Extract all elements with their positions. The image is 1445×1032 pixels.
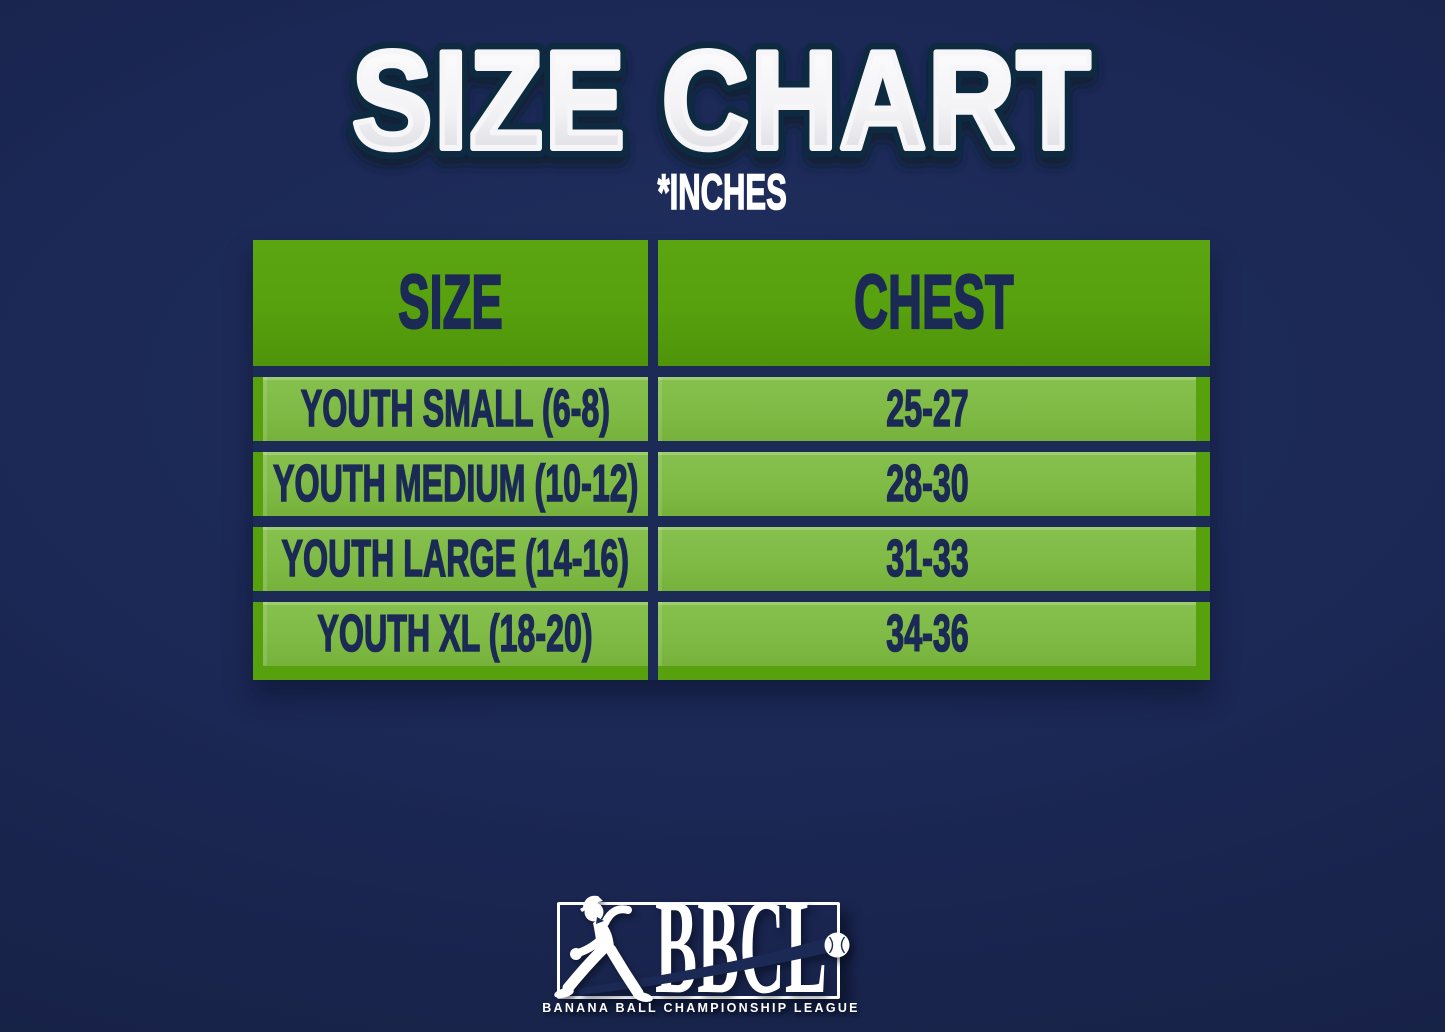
table-row: YOUTH SMALL (6-8) 25-27 <box>253 377 1210 441</box>
column-divider <box>648 666 658 680</box>
size-value: YOUTH LARGE (14-16) <box>281 530 630 588</box>
size-cell: YOUTH MEDIUM (10-12) <box>263 452 648 516</box>
units-note: *INCHES <box>0 164 1445 220</box>
header-chest-label: CHEST <box>853 260 1014 345</box>
size-cell: YOUTH XL (18-20) <box>263 602 648 666</box>
page-title: SIZE CHART SIZE CHART <box>343 14 1100 188</box>
table-frame-edge <box>253 666 648 680</box>
units-note-text: *INCHES <box>657 164 788 220</box>
size-value: YOUTH MEDIUM (10-12) <box>272 455 639 513</box>
header-size-label: SIZE <box>397 260 503 345</box>
size-cell: YOUTH SMALL (6-8) <box>263 377 648 441</box>
header-size-cell: SIZE <box>253 240 648 366</box>
size-table: SIZE CHEST YOUTH SMALL (6-8) 25-27 YOUTH… <box>253 240 1210 680</box>
row-divider <box>253 591 1210 602</box>
table-frame-edge <box>1196 602 1210 666</box>
page-title-fill: SIZE CHART <box>352 23 1092 178</box>
baseball-icon <box>824 932 850 958</box>
table-frame-edge <box>1196 377 1210 441</box>
column-divider <box>648 240 658 366</box>
chest-value: 31-33 <box>885 530 969 588</box>
pitcher-beard <box>596 917 604 924</box>
row-divider <box>253 366 1210 377</box>
table-row: YOUTH LARGE (14-16) 31-33 <box>253 527 1210 591</box>
column-divider <box>648 602 658 666</box>
table-header-row: SIZE CHEST <box>253 240 1210 366</box>
chest-value: 34-36 <box>885 605 969 663</box>
table-frame-edge <box>1196 452 1210 516</box>
column-divider <box>648 527 658 591</box>
league-name: BANANA BALL CHAMPIONSHIP LEAGUE <box>542 1002 860 1015</box>
table-frame-edge <box>658 666 1210 680</box>
table-frame-edge <box>253 602 263 666</box>
row-divider <box>253 441 1210 452</box>
size-value: YOUTH SMALL (6-8) <box>300 380 611 438</box>
chest-value: 28-30 <box>885 455 969 513</box>
column-divider <box>648 452 658 516</box>
chest-cell: 25-27 <box>658 377 1196 441</box>
column-divider <box>648 377 658 441</box>
header-chest-cell: CHEST <box>658 240 1210 366</box>
table-frame-edge <box>253 527 263 591</box>
table-frame-bottom <box>253 666 1210 680</box>
chest-cell: 28-30 <box>658 452 1196 516</box>
table-frame-edge <box>1196 527 1210 591</box>
page-title-outline: SIZE CHART <box>352 23 1092 178</box>
pitcher-icon <box>554 895 653 1002</box>
table-frame-edge <box>253 452 263 516</box>
chest-cell: 34-36 <box>658 602 1196 666</box>
size-value: YOUTH XL (18-20) <box>317 605 594 663</box>
league-name-text: BANANA BALL CHAMPIONSHIP LEAGUE <box>542 1001 860 1015</box>
table-row: YOUTH MEDIUM (10-12) 28-30 <box>253 452 1210 516</box>
table-frame-edge <box>253 377 263 441</box>
chest-value: 25-27 <box>885 380 969 438</box>
row-divider <box>253 516 1210 527</box>
table-row: YOUTH XL (18-20) 34-36 <box>253 602 1210 666</box>
size-cell: YOUTH LARGE (14-16) <box>263 527 648 591</box>
bbcl-logo: BBCL <box>542 872 857 1022</box>
logo-wordmark: BBCL <box>578 872 850 1022</box>
ball-trail-swoosh <box>578 938 831 995</box>
pitcher-feet-glove <box>554 948 653 1002</box>
chest-cell: 31-33 <box>658 527 1196 591</box>
